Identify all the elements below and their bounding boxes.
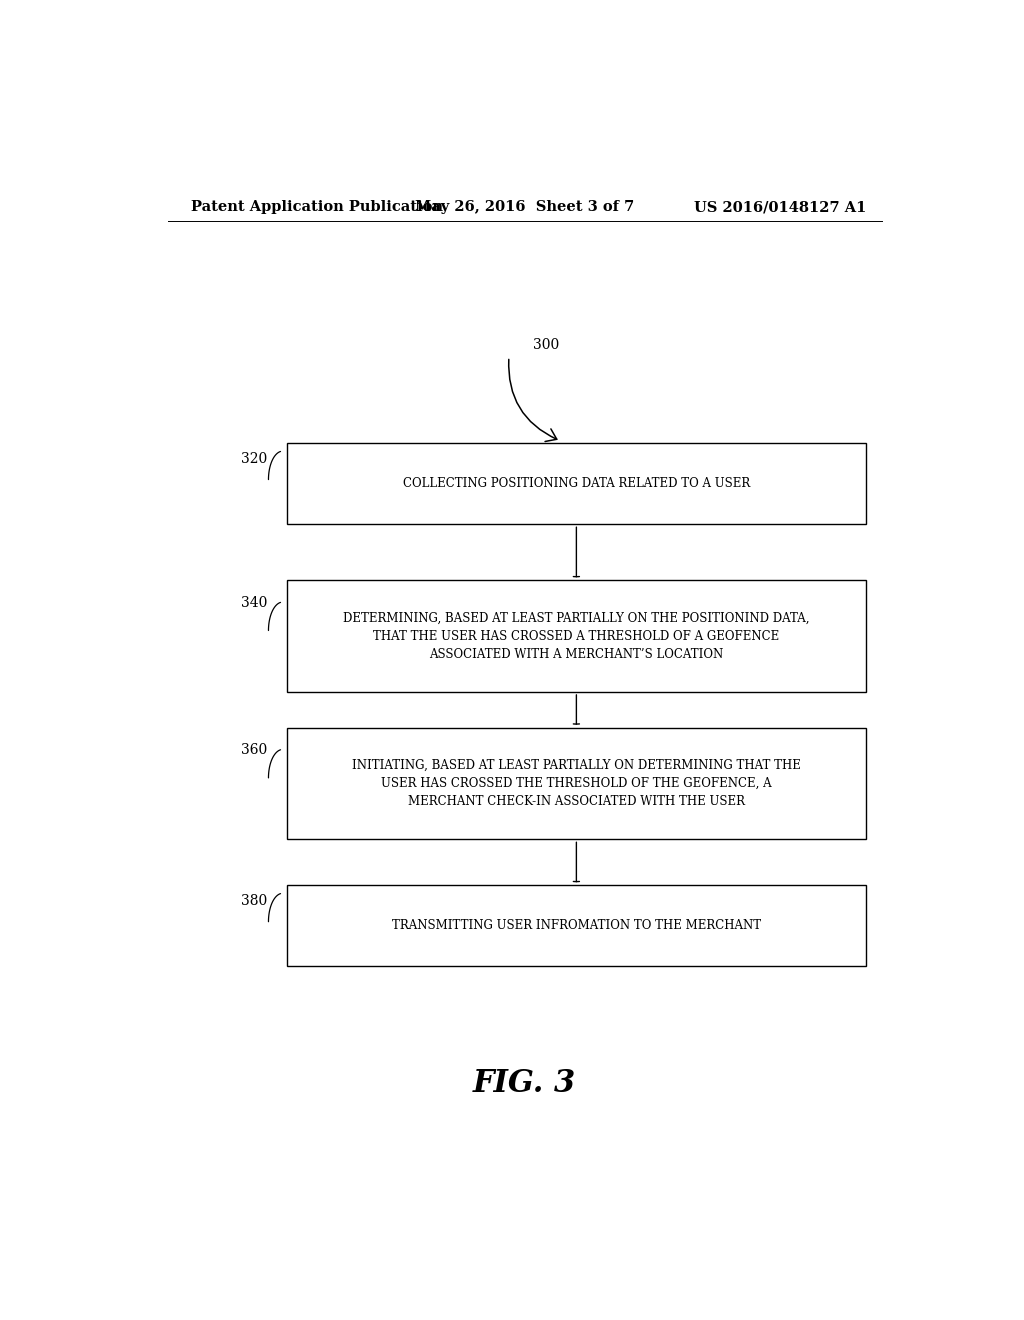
Bar bbox=[287, 444, 866, 524]
Text: TRANSMITTING USER INFROMATION TO THE MERCHANT: TRANSMITTING USER INFROMATION TO THE MER… bbox=[392, 919, 761, 932]
FancyArrowPatch shape bbox=[509, 359, 557, 441]
Bar bbox=[287, 581, 866, 692]
Text: FIG. 3: FIG. 3 bbox=[473, 1068, 577, 1098]
Text: May 26, 2016  Sheet 3 of 7: May 26, 2016 Sheet 3 of 7 bbox=[415, 201, 635, 214]
Text: 300: 300 bbox=[532, 338, 559, 351]
Text: 360: 360 bbox=[241, 743, 267, 756]
Text: COLLECTING POSITIONING DATA RELATED TO A USER: COLLECTING POSITIONING DATA RELATED TO A… bbox=[402, 477, 750, 490]
Text: INITIATING, BASED AT LEAST PARTIALLY ON DETERMINING THAT THE
USER HAS CROSSED TH: INITIATING, BASED AT LEAST PARTIALLY ON … bbox=[352, 759, 801, 808]
Text: DETERMINING, BASED AT LEAST PARTIALLY ON THE POSITIONIND DATA,
THAT THE USER HAS: DETERMINING, BASED AT LEAST PARTIALLY ON… bbox=[343, 611, 810, 660]
Text: 380: 380 bbox=[241, 895, 267, 908]
Text: 340: 340 bbox=[241, 595, 267, 610]
Text: Patent Application Publication: Patent Application Publication bbox=[191, 201, 443, 214]
Text: 320: 320 bbox=[241, 453, 267, 466]
Bar bbox=[287, 727, 866, 840]
Text: US 2016/0148127 A1: US 2016/0148127 A1 bbox=[693, 201, 866, 214]
Bar bbox=[287, 886, 866, 966]
